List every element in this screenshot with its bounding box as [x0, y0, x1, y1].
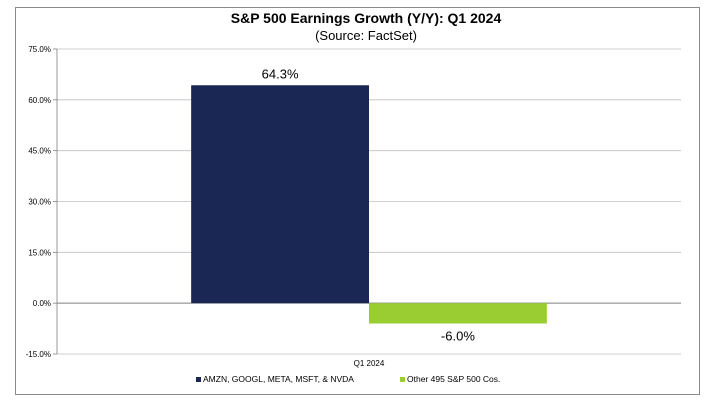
y-tick-label: 75.0%: [28, 45, 51, 54]
data-label: -6.0%: [441, 329, 475, 344]
y-tick-label: 0.0%: [33, 299, 51, 308]
y-tick-label: 30.0%: [28, 198, 51, 207]
y-tick-label: 60.0%: [28, 96, 51, 105]
y-tick-label: 15.0%: [28, 248, 51, 257]
x-tick-label: Q1 2024: [354, 359, 385, 368]
x-axis: Q1 2024: [354, 359, 385, 368]
bar: [191, 85, 369, 304]
legend-swatch: [196, 377, 201, 382]
y-axis: 75.0% 60.0% 45.0% 30.0% 15.0% 0.0% -15.0%: [26, 45, 58, 359]
legend-label: Other 495 S&P 500 Cos.: [407, 374, 500, 384]
chart-title: S&P 500 Earnings Growth (Y/Y): Q1 2024: [231, 10, 502, 26]
legend: AMZN, GOOGL, META, MSFT, & NVDA Other 495…: [196, 374, 500, 384]
legend-swatch: [400, 377, 405, 382]
chart-subtitle: (Source: FactSet): [315, 28, 417, 43]
bars: 64.3% -6.0%: [191, 66, 547, 344]
bar: [369, 303, 547, 324]
y-tick-label: 45.0%: [28, 147, 51, 156]
y-tick-label: -15.0%: [26, 350, 51, 359]
legend-label: AMZN, GOOGL, META, MSFT, & NVDA: [203, 374, 354, 384]
data-label: 64.3%: [262, 66, 299, 81]
